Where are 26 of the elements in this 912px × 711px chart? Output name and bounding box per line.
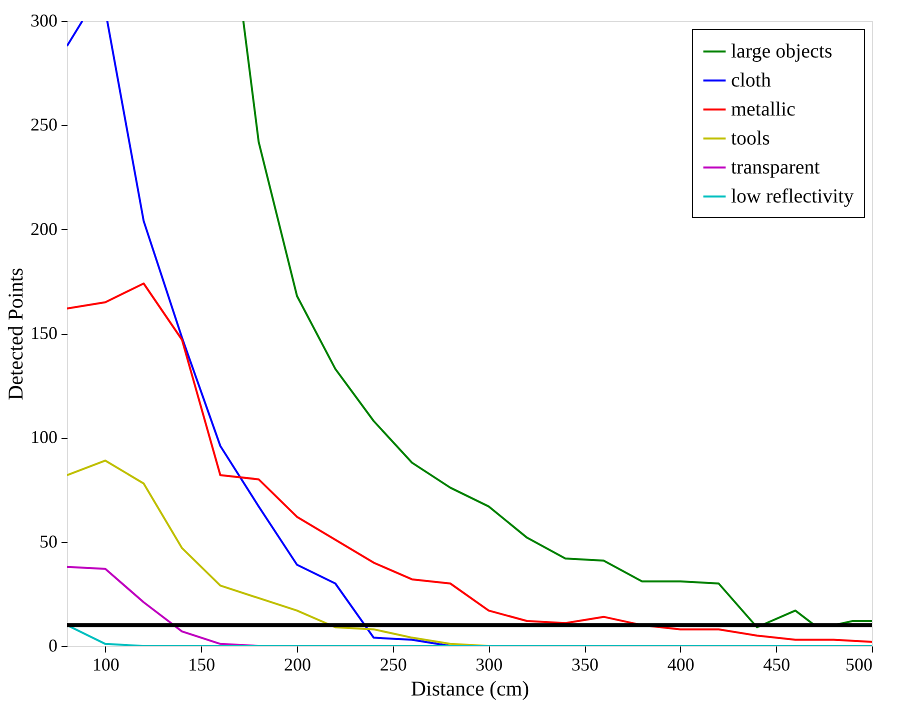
x-tick-label: 150 [188, 654, 216, 674]
y-tick-label: 50 [40, 531, 58, 552]
legend-label: low reflectivity [731, 186, 854, 208]
legend-label: large objects [731, 40, 832, 62]
y-tick-label: 250 [30, 114, 58, 135]
legend-label: tools [731, 128, 770, 150]
x-tick-label: 450 [763, 654, 790, 674]
line-series [242, 21, 872, 628]
y-tick-label: 150 [30, 323, 58, 343]
y-axis-title: Detected Points [4, 268, 28, 400]
legend-label: metallic [731, 98, 796, 120]
y-tick-label: 0 [48, 636, 58, 656]
x-tick-label: 200 [284, 654, 311, 674]
x-tick-label: 300 [476, 654, 503, 674]
line-series [67, 282, 872, 643]
y-tick-label: 300 [30, 10, 58, 30]
x-tick-label: 250 [380, 654, 407, 674]
x-tick-label: 100 [92, 654, 120, 674]
x-tick-label: 400 [667, 654, 694, 674]
legend-label: cloth [731, 70, 771, 92]
x-axis-title: Distance (cm) [410, 676, 530, 700]
legend-label: transparent [731, 156, 820, 178]
x-tick-label: 350 [572, 654, 598, 674]
x-tick-label: 500 [846, 654, 872, 674]
y-tick-label: 200 [30, 218, 58, 239]
y-tick-label: 100 [30, 427, 58, 448]
